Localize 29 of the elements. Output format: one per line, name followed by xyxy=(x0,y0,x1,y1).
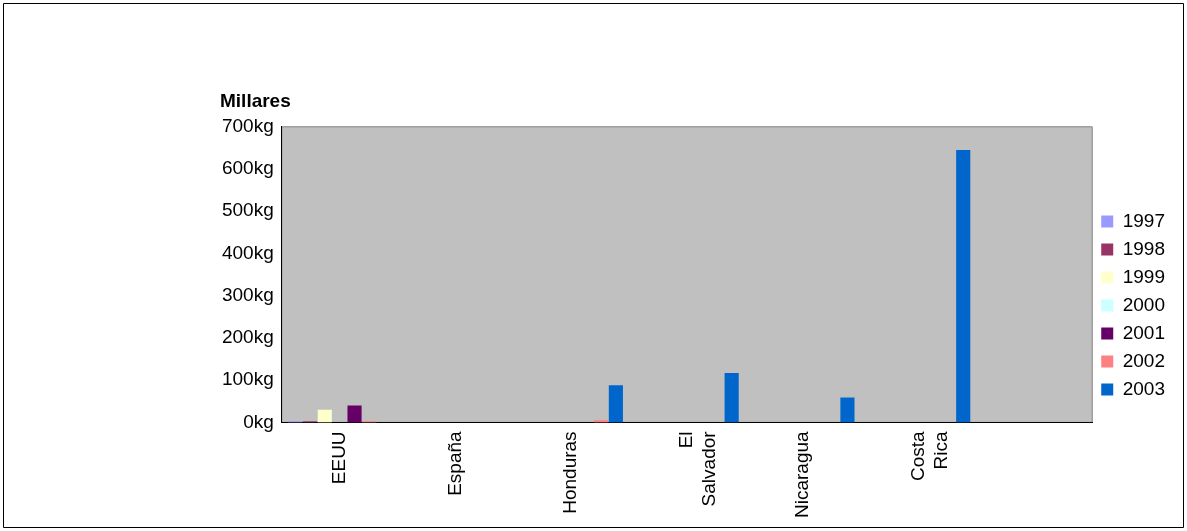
legend-label: 1999 xyxy=(1122,265,1166,287)
bar xyxy=(347,405,362,423)
y-tick-label: 300kg xyxy=(221,283,274,305)
bar xyxy=(956,150,971,423)
bar xyxy=(608,385,623,423)
legend-label: 2002 xyxy=(1122,349,1166,371)
legend-label: 2001 xyxy=(1122,321,1166,343)
x-tick-label: Honduras xyxy=(559,431,581,514)
legend-label: 1997 xyxy=(1122,209,1166,231)
x-tick-label: Nicaragua xyxy=(791,430,813,519)
bar xyxy=(840,397,855,423)
y-tick-label: 600kg xyxy=(221,157,274,179)
x-tick-label: España xyxy=(443,430,465,496)
x-tick-label: Costa Rica xyxy=(906,430,951,482)
x-tick-label: El Salvador xyxy=(675,430,720,507)
legend-label: 1998 xyxy=(1122,237,1166,259)
y-tick-label: 400kg xyxy=(221,241,274,263)
bar xyxy=(593,420,609,423)
y-tick-label: 0kg xyxy=(243,410,274,432)
y-axis-title: Millares xyxy=(220,89,291,111)
bar xyxy=(317,409,332,423)
y-tick-label: 200kg xyxy=(221,326,274,348)
legend-label: 2000 xyxy=(1122,293,1166,315)
x-tick-label: EEUU xyxy=(327,431,349,485)
y-tick-label: 700kg xyxy=(221,115,274,137)
y-tick-label: 100kg xyxy=(221,368,274,390)
y-tick-label: 500kg xyxy=(221,199,274,221)
legend-label: 2003 xyxy=(1122,377,1166,399)
bar xyxy=(724,372,739,423)
